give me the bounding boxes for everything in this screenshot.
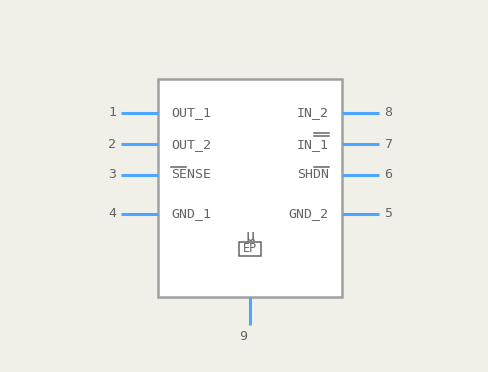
- Text: SENSE: SENSE: [171, 168, 211, 181]
- Bar: [239, 242, 261, 256]
- Text: μ: μ: [245, 229, 255, 244]
- Text: IN_2: IN_2: [297, 106, 329, 119]
- Text: 5: 5: [384, 208, 392, 221]
- Text: 2: 2: [108, 138, 116, 151]
- Bar: [159, 79, 342, 297]
- Text: 4: 4: [108, 208, 116, 221]
- Text: EP: EP: [243, 242, 257, 255]
- Text: GND_2: GND_2: [289, 208, 329, 221]
- Text: GND_1: GND_1: [171, 208, 211, 221]
- Text: 1: 1: [108, 106, 116, 119]
- Text: 8: 8: [384, 106, 392, 119]
- Text: 3: 3: [108, 168, 116, 181]
- Text: OUT_2: OUT_2: [171, 138, 211, 151]
- Text: 6: 6: [384, 168, 392, 181]
- Text: SHDN: SHDN: [297, 168, 329, 181]
- Text: OUT_1: OUT_1: [171, 106, 211, 119]
- Text: IN_1: IN_1: [297, 138, 329, 151]
- Text: 7: 7: [384, 138, 392, 151]
- Text: 9: 9: [239, 330, 247, 343]
